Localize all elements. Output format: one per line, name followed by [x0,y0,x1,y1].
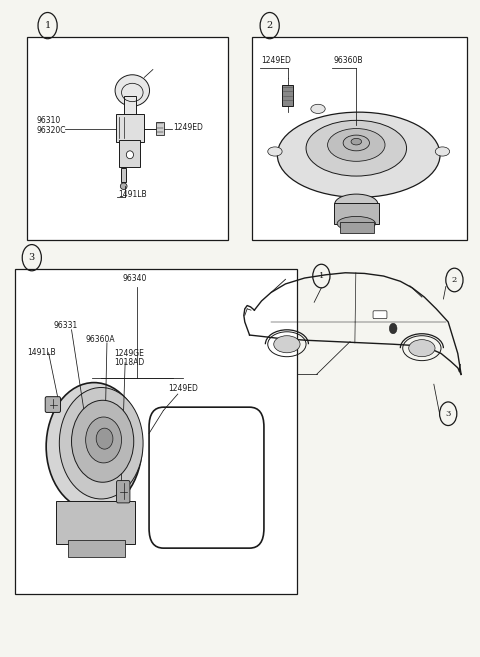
FancyBboxPatch shape [121,168,126,182]
Text: 1491LB: 1491LB [118,190,146,198]
Ellipse shape [311,104,325,114]
Text: 1249GE: 1249GE [115,349,144,358]
Ellipse shape [268,147,282,156]
Text: 1: 1 [319,272,324,280]
Ellipse shape [126,151,133,159]
Text: 3: 3 [29,253,35,262]
FancyBboxPatch shape [334,202,379,223]
FancyBboxPatch shape [68,540,125,556]
Bar [15,269,298,594]
Ellipse shape [351,139,361,145]
Bar [252,37,468,240]
Ellipse shape [274,336,300,353]
Text: 3: 3 [445,410,451,418]
Bar [27,37,228,240]
Ellipse shape [306,120,407,176]
Ellipse shape [277,112,440,197]
FancyBboxPatch shape [117,481,130,503]
Text: 96360B: 96360B [333,56,363,65]
FancyBboxPatch shape [45,397,60,413]
Text: 1: 1 [45,21,51,30]
Circle shape [389,323,397,334]
FancyBboxPatch shape [120,141,141,167]
Ellipse shape [335,194,378,214]
Ellipse shape [60,388,143,499]
FancyBboxPatch shape [56,501,135,543]
Text: 96320C: 96320C [36,126,66,135]
Text: 1249ED: 1249ED [168,384,198,393]
FancyBboxPatch shape [373,311,387,319]
Ellipse shape [115,75,150,106]
Text: 96340: 96340 [123,274,147,283]
Text: 96331: 96331 [53,321,78,330]
Text: 2: 2 [266,21,273,30]
Text: 1249ED: 1249ED [173,123,203,131]
FancyBboxPatch shape [149,407,264,548]
Text: 96310: 96310 [36,116,61,125]
Text: 2: 2 [452,276,457,284]
Ellipse shape [120,183,127,189]
FancyBboxPatch shape [124,96,136,116]
FancyBboxPatch shape [156,122,164,135]
Ellipse shape [408,340,435,357]
Ellipse shape [435,147,450,156]
Ellipse shape [343,135,370,151]
Text: 1249ED: 1249ED [261,56,291,65]
Ellipse shape [46,382,142,510]
Ellipse shape [85,417,121,463]
Text: 1491LB: 1491LB [27,348,56,357]
Text: 96360A: 96360A [86,334,116,344]
FancyBboxPatch shape [116,114,144,142]
Ellipse shape [337,216,375,231]
Ellipse shape [327,129,385,162]
Ellipse shape [72,400,134,482]
Text: 1018AD: 1018AD [115,358,145,367]
FancyBboxPatch shape [282,85,293,106]
FancyBboxPatch shape [339,221,374,233]
Ellipse shape [96,428,113,449]
